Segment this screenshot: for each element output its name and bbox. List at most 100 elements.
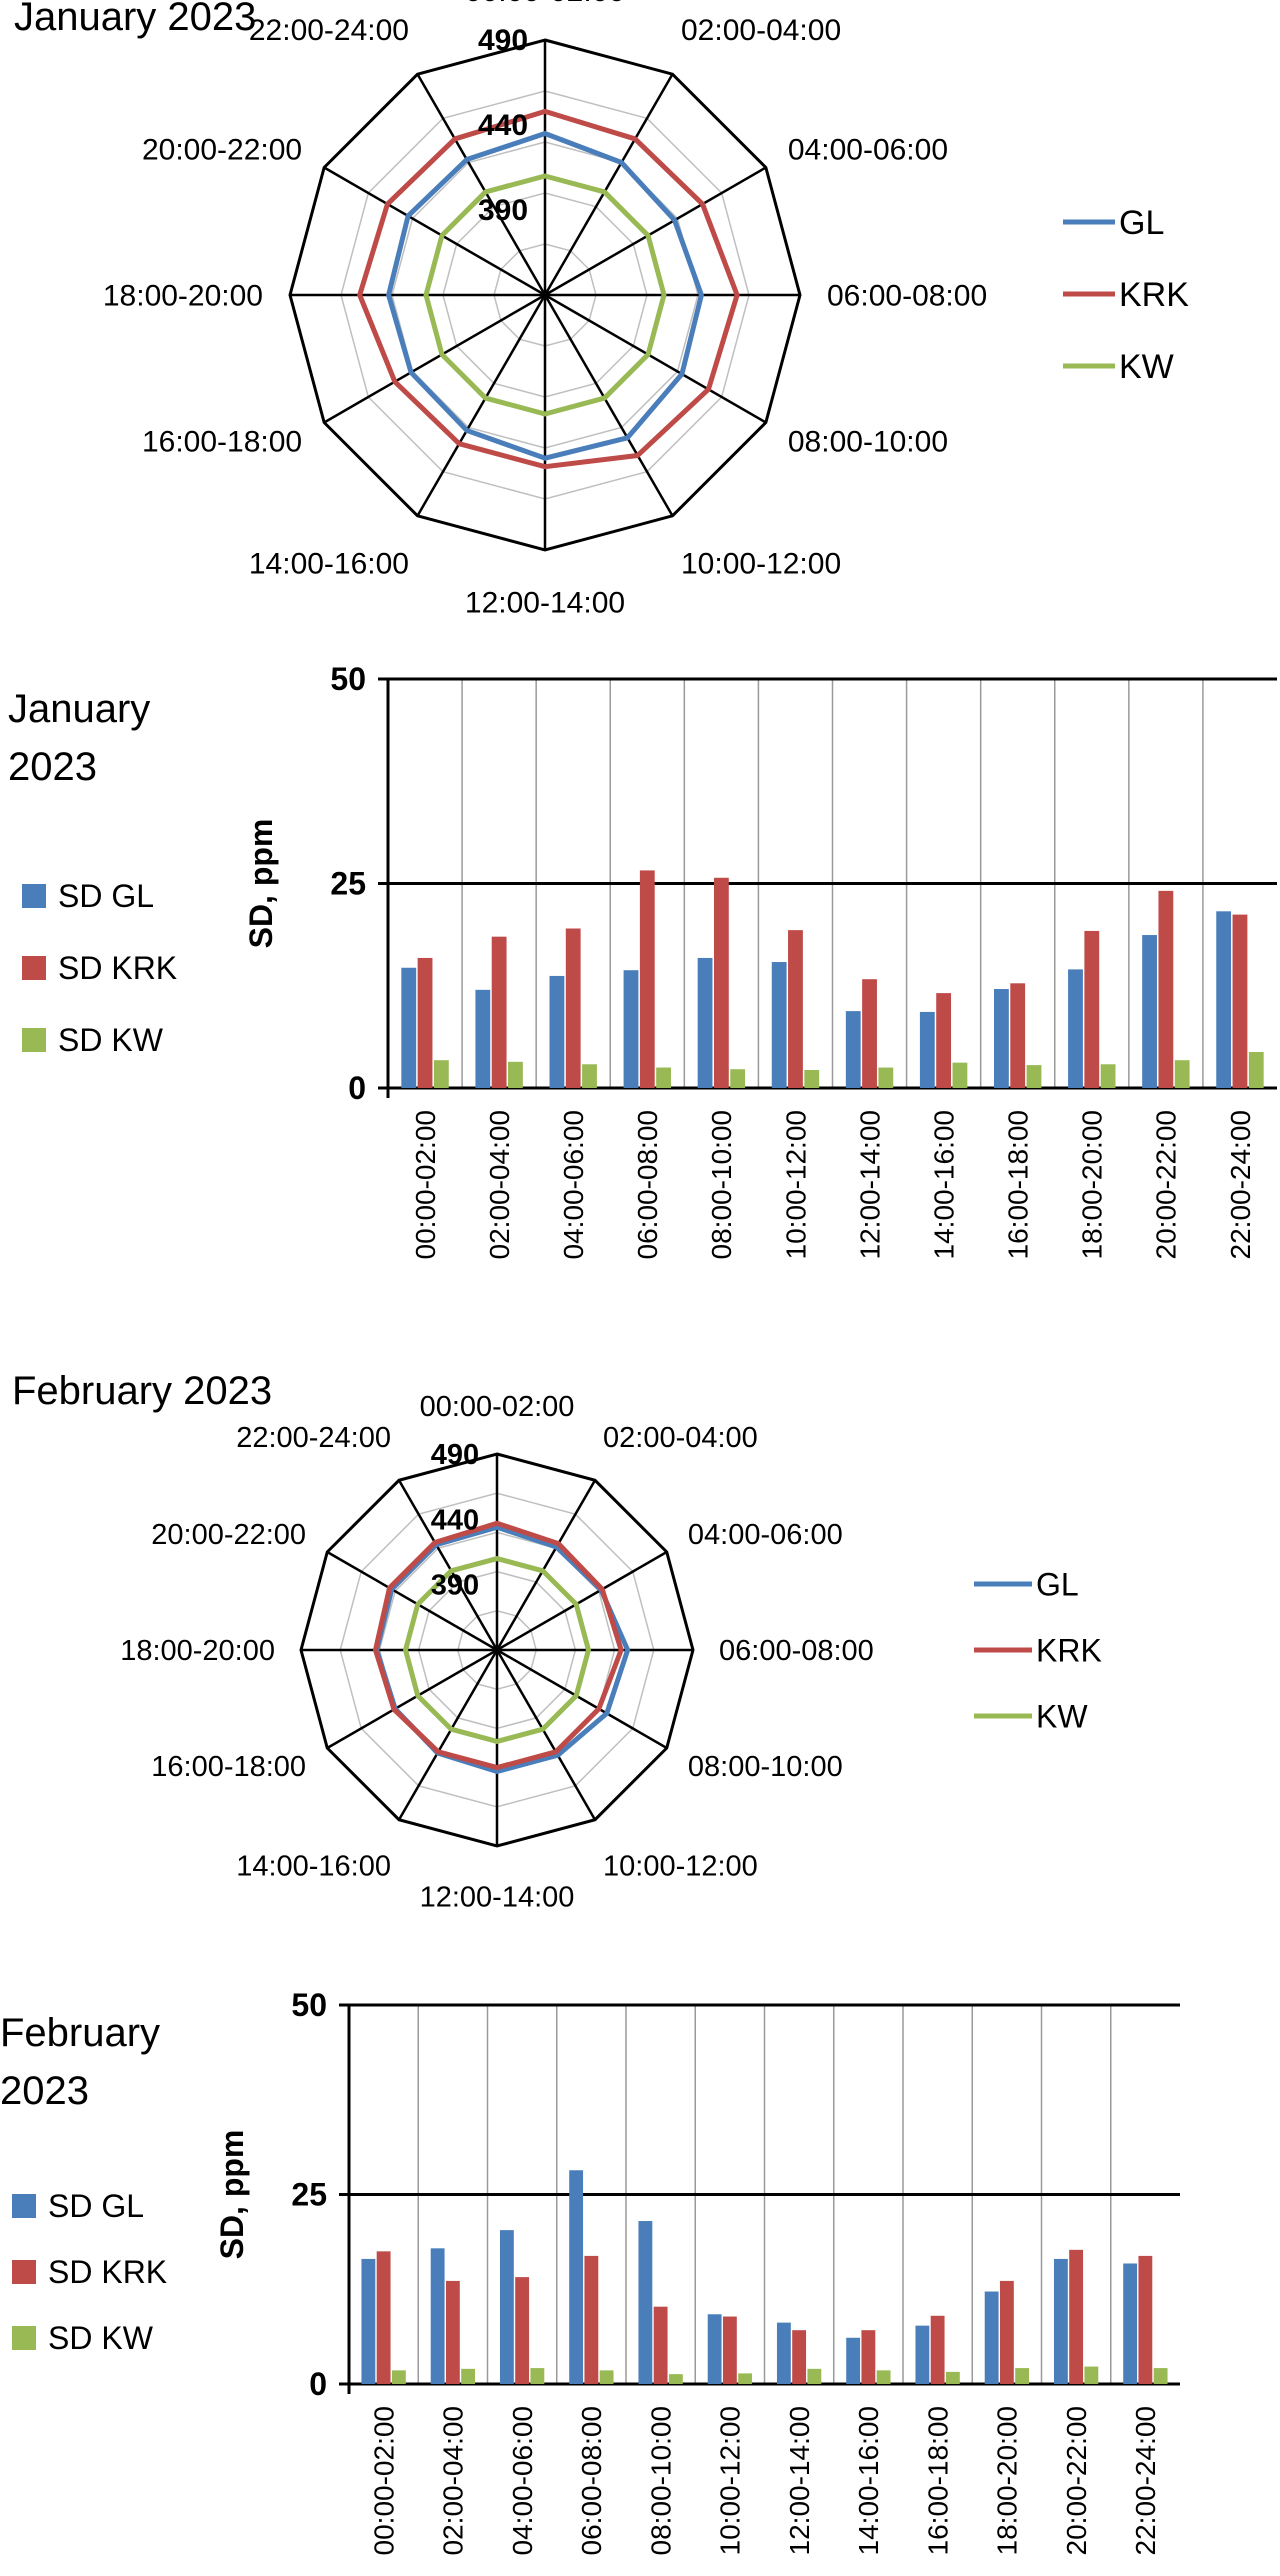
bar-sd-krk: [930, 2315, 945, 2384]
radar-spoke: [544, 293, 767, 424]
x-tick-label: 20:00-22:00: [1061, 2406, 1092, 2555]
bar-sd-krk: [515, 2277, 530, 2384]
radar-series-gl: [386, 131, 704, 461]
bar-sd-kw: [1153, 2368, 1168, 2384]
x-tick-label: 16:00-18:00: [922, 2406, 953, 2555]
bar-sd-kw: [433, 1060, 449, 1088]
bar-sd-krk: [584, 2255, 599, 2384]
y-tick-label: 50: [330, 661, 366, 697]
radar-category-label: 22:00-24:00: [249, 14, 409, 47]
bar-sd-krk: [788, 930, 803, 1088]
bar-sd-krk: [1084, 930, 1100, 1088]
bar-sd-kw: [1248, 1052, 1264, 1088]
radar-series-krk: [357, 108, 740, 470]
chart-title: January: [8, 687, 150, 731]
legend-label: SD KW: [48, 2320, 154, 2356]
bar-sd-kw: [738, 2373, 753, 2384]
bar-sd-krk: [417, 957, 433, 1088]
radar-spoke: [495, 1649, 597, 1821]
bar-sd-krk: [491, 936, 507, 1088]
radar-spoke: [543, 73, 674, 296]
legend-label: SD KW: [58, 1022, 164, 1058]
bar-sd-kw: [804, 1070, 820, 1088]
radar-category-label: 00:00-02:00: [420, 1391, 575, 1423]
radar-spoke: [323, 166, 546, 297]
radar-category-label: 10:00-12:00: [681, 547, 841, 580]
bar-sd-gl: [1053, 2258, 1068, 2384]
chart-title: 2023: [8, 745, 97, 789]
bar-sd-kw: [461, 2368, 476, 2384]
chart-title: February 2023: [12, 1369, 272, 1413]
bar-sd-gl: [401, 967, 417, 1088]
radar-category-label: 14:00-16:00: [236, 1851, 391, 1883]
radar-spoke: [416, 294, 547, 517]
y-tick-label: 25: [291, 2177, 327, 2213]
bar-sd-kw: [1026, 1065, 1042, 1088]
radar-spoke: [397, 1649, 499, 1821]
bar-sd-gl: [845, 1011, 861, 1088]
radar-tick-label: 490: [478, 24, 528, 57]
legend-label: KW: [1119, 348, 1174, 386]
x-tick-label: 04:00-06:00: [558, 1110, 589, 1259]
bar-sd-krk: [639, 870, 655, 1088]
chart-title: 2023: [0, 2069, 89, 2113]
bar-sd-kw: [878, 1067, 894, 1088]
legend-label: KRK: [1036, 1633, 1102, 1669]
bar-sd-krk: [653, 2306, 668, 2384]
x-tick-label: 18:00-20:00: [992, 2406, 1023, 2555]
bar-sd-kw: [1100, 1064, 1116, 1088]
bar-sd-krk: [1069, 2249, 1084, 2384]
bar-sd-kw: [668, 2374, 683, 2384]
bar-sd-krk: [1158, 890, 1174, 1088]
y-tick-label: 0: [309, 2366, 327, 2402]
x-tick-label: 22:00-24:00: [1225, 1110, 1256, 1259]
legend-label: SD KRK: [58, 950, 177, 986]
radar-spoke: [323, 293, 546, 424]
bar-sd-gl: [707, 2314, 722, 2384]
radar-category-label: 08:00-10:00: [688, 1751, 843, 1783]
bar-sd-krk: [1232, 914, 1248, 1088]
x-tick-label: 16:00-18:00: [1003, 1110, 1034, 1259]
bar-sd-gl: [915, 2325, 930, 2384]
bar-sd-krk: [376, 2251, 391, 2384]
bar-sd-kw: [945, 2371, 960, 2384]
bar-sd-krk: [861, 2330, 876, 2384]
bar-sd-gl: [475, 989, 491, 1088]
radar-category-label: 14:00-16:00: [249, 547, 409, 580]
bar-sd-krk: [445, 2280, 460, 2384]
bar-sd-krk: [792, 2330, 807, 2384]
radar-tick-label: 440: [431, 1504, 479, 1536]
radar-category-label: 02:00-04:00: [681, 14, 841, 47]
bar-sd-krk: [862, 979, 877, 1088]
y-axis-label: SD, ppm: [214, 2130, 250, 2260]
bar-sd-gl: [1068, 969, 1083, 1088]
x-tick-label: 02:00-04:00: [484, 1110, 515, 1259]
bar-sd-krk: [713, 877, 729, 1088]
legend-label: KRK: [1119, 276, 1189, 314]
bar-sd-gl: [549, 975, 565, 1088]
bar-sd-kw: [952, 1062, 968, 1088]
bar-sd-kw: [530, 2368, 545, 2384]
radar-spoke: [397, 1479, 499, 1651]
radar-category-label: 00:00-02:00: [465, 0, 625, 8]
bar-sd-gl: [623, 970, 639, 1088]
radar-spoke: [543, 294, 674, 517]
radar-spoke: [326, 1550, 498, 1652]
bar-sd-kw: [391, 2370, 406, 2384]
radar-category-label: 08:00-10:00: [788, 426, 948, 459]
legend-label: SD GL: [48, 2188, 144, 2224]
radar-spoke: [496, 1550, 668, 1652]
bar-sd-gl: [771, 962, 787, 1088]
february-sd-bar-chart: February 2023 0 25 50 SD, ppm 00:00-02:00 02:00…: [0, 1987, 1180, 2555]
bar-sd-kw: [599, 2370, 614, 2384]
y-tick-label: 25: [330, 866, 366, 902]
x-tick-label: 08:00-10:00: [645, 2406, 676, 2555]
y-axis-label: SD, ppm: [243, 819, 279, 949]
radar-category-label: 12:00-14:00: [420, 1882, 575, 1914]
legend-label: SD GL: [58, 878, 154, 914]
radar-category-label: 18:00-20:00: [103, 280, 263, 313]
chart-title: January 2023: [14, 0, 256, 39]
bar-sd-gl: [697, 957, 713, 1088]
x-tick-label: 14:00-16:00: [928, 1110, 959, 1259]
